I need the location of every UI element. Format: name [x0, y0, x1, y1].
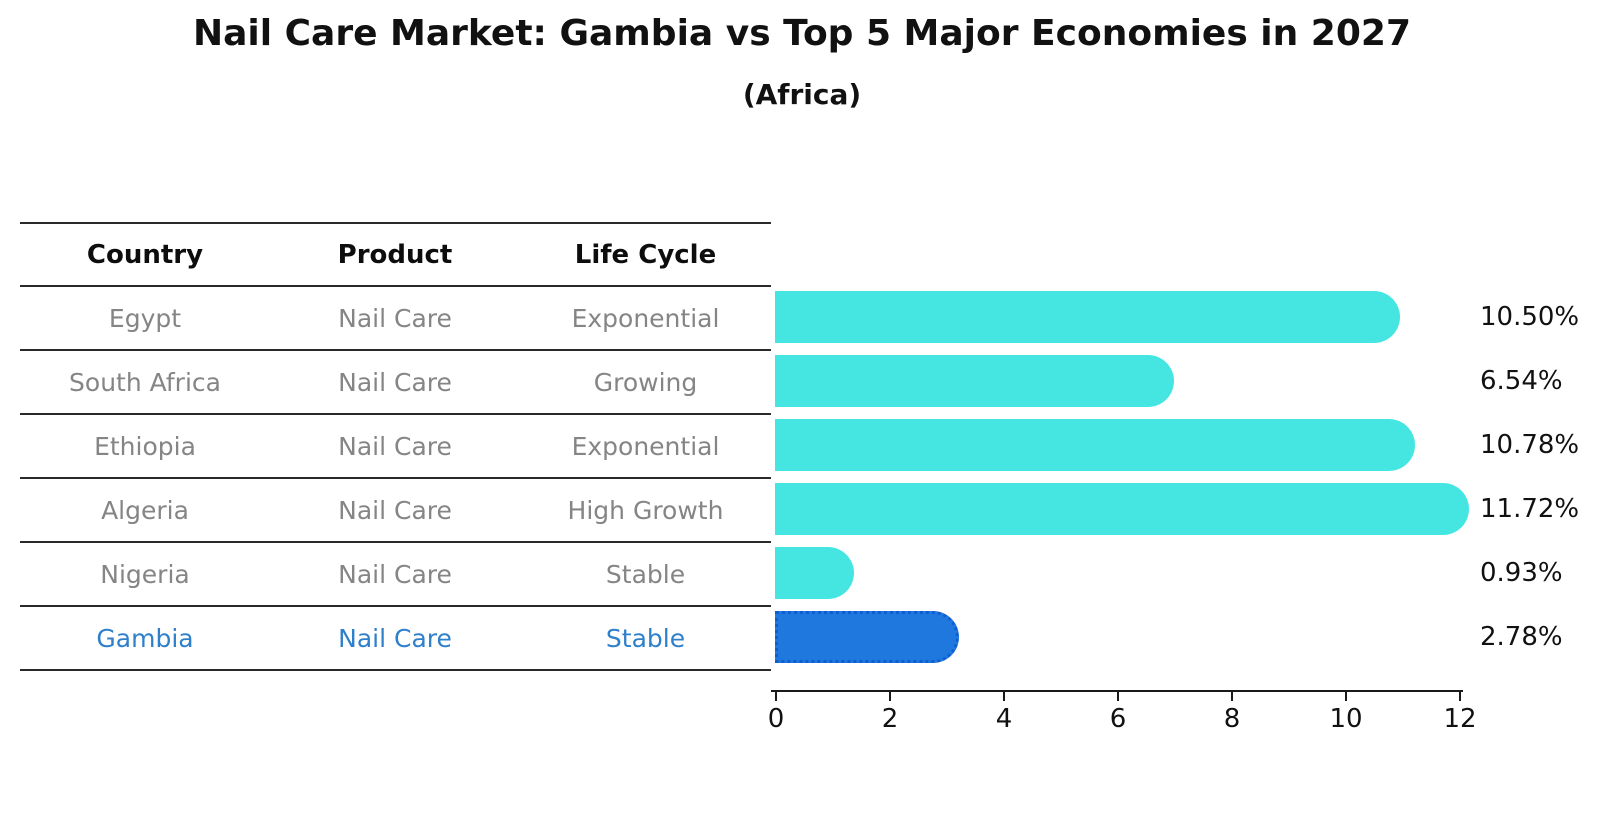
table-header-row: Country Product Life Cycle	[20, 223, 771, 286]
bar-gambia	[775, 611, 960, 663]
cell-life-cycle: Exponential	[571, 303, 720, 333]
table-header: Country Product Life Cycle	[20, 223, 771, 286]
cell-product: Nail Care	[338, 623, 452, 653]
x-axis-tick-label: 8	[1223, 704, 1241, 734]
bar-algeria	[775, 483, 1470, 535]
bar-value-label: 2.78%	[1480, 622, 1563, 652]
bar-row	[775, 285, 1475, 349]
cell-country: South Africa	[69, 367, 221, 397]
cell-product: Nail Care	[338, 367, 452, 397]
x-axis-tick-label: 2	[881, 704, 899, 734]
column-header-life-cycle: Life Cycle	[574, 239, 717, 270]
bar-value-label: 10.78%	[1480, 430, 1580, 460]
x-axis-tick	[1231, 692, 1233, 701]
chart-subtitle: (Africa)	[742, 78, 862, 111]
x-axis-tick-label: 12	[1443, 704, 1477, 734]
chart-title: Nail Care Market: Gambia vs Top 5 Major …	[193, 13, 1411, 54]
cell-life-cycle: Exponential	[571, 431, 720, 461]
x-axis-tick-label: 6	[1109, 704, 1127, 734]
cell-country: Nigeria	[100, 559, 190, 589]
cell-country: Algeria	[101, 495, 189, 525]
table-row: South Africa Nail Care Growing	[20, 350, 771, 414]
x-axis-tick-label: 4	[995, 704, 1013, 734]
cell-product: Nail Care	[338, 495, 452, 525]
cell-product: Nail Care	[338, 303, 452, 333]
bar-ethiopia	[775, 419, 1416, 471]
table-row: Ethiopia Nail Care Exponential	[20, 414, 771, 478]
table-row: Gambia Nail Care Stable	[20, 606, 771, 670]
x-axis-tick	[1003, 692, 1005, 701]
bar-row	[775, 413, 1475, 477]
cell-country: Ethiopia	[94, 431, 196, 461]
x-axis-tick	[1117, 692, 1119, 701]
bar-row	[775, 349, 1475, 413]
table-body: Egypt Nail Care Exponential South Africa Nai…	[20, 286, 771, 670]
bar-egypt	[775, 291, 1400, 343]
table-row: Nigeria Nail Care Stable	[20, 542, 771, 606]
bar-south-africa	[775, 355, 1174, 407]
bar-row	[775, 541, 1475, 605]
bar-value-label: 6.54%	[1480, 366, 1563, 396]
bar-chart-plot-area	[775, 285, 1475, 669]
cell-life-cycle: Stable	[605, 623, 686, 653]
x-axis-tick	[1459, 692, 1461, 701]
cell-product: Nail Care	[338, 559, 452, 589]
cell-life-cycle: High Growth	[567, 495, 724, 525]
cell-life-cycle: Stable	[605, 559, 686, 589]
column-header-product: Product	[337, 239, 453, 270]
bar-value-label: 11.72%	[1480, 494, 1580, 524]
cell-life-cycle: Growing	[593, 367, 698, 397]
bar-value-labels: 10.50% 6.54% 10.78% 11.72% 0.93% 2.78%	[1480, 285, 1579, 669]
table-row: Egypt Nail Care Exponential	[20, 286, 771, 350]
x-axis-tick	[1345, 692, 1347, 701]
cell-country: Egypt	[108, 303, 182, 333]
country-table: Country Product Life Cycle Egypt Nail Car…	[20, 222, 771, 671]
x-axis-tick-label: 10	[1329, 704, 1363, 734]
x-axis-line	[771, 690, 1463, 692]
bar-row	[775, 477, 1475, 541]
table-row: Algeria Nail Care High Growth	[20, 478, 771, 542]
cell-product: Nail Care	[338, 431, 452, 461]
bar-value-label: 0.93%	[1480, 558, 1563, 588]
x-axis-tick	[889, 692, 891, 701]
cell-country: Gambia	[96, 623, 194, 653]
bar-value-label: 10.50%	[1480, 302, 1580, 332]
x-axis-tick	[775, 692, 777, 701]
x-axis: 0 2 4 6 8 10 12	[768, 690, 1477, 750]
bar-nigeria	[775, 547, 854, 599]
column-header-country: Country	[86, 239, 204, 270]
x-axis-tick-label: 0	[767, 704, 785, 734]
bar-row	[775, 605, 1475, 669]
